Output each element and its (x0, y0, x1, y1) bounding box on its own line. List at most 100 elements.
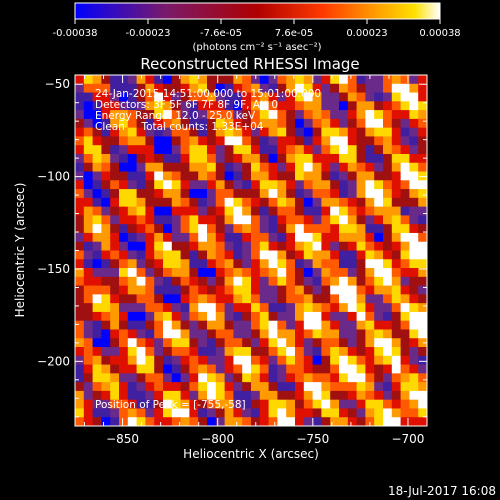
heatmap-cell (180, 127, 190, 137)
heatmap-cell (163, 390, 173, 401)
heatmap-cell (365, 232, 375, 243)
heatmap-cell (233, 338, 243, 348)
heatmap-cell (383, 250, 393, 260)
heatmap-cell (321, 136, 331, 146)
heatmap-cell (110, 180, 120, 190)
heatmap-cell (101, 101, 111, 111)
heatmap-cell (101, 153, 111, 164)
heatmap-cell (198, 197, 208, 208)
heatmap-cell (154, 92, 164, 102)
heatmap-cell (224, 241, 234, 251)
heatmap-cell (119, 382, 129, 392)
heatmap-cell (145, 303, 155, 313)
heatmap-cell (110, 338, 120, 348)
heatmap-cell (127, 197, 137, 208)
heatmap-cell (207, 189, 217, 199)
heatmap-cell (303, 285, 313, 295)
heatmap-cell (277, 311, 287, 322)
heatmap-cell (339, 241, 349, 251)
heatmap-cell (171, 417, 181, 427)
heatmap-cell (110, 329, 120, 339)
heatmap-cell (154, 285, 164, 295)
heatmap-cell (154, 373, 164, 383)
x-axis-label: Heliocentric X (arcsec) (183, 447, 319, 461)
heatmap-cell (383, 118, 393, 129)
heatmap-cell (119, 224, 129, 234)
heatmap-cell (321, 408, 331, 418)
heatmap-cell (374, 417, 384, 427)
heatmap-cell (224, 347, 234, 357)
heatmap-cell (347, 355, 357, 365)
heatmap-cell (207, 329, 217, 339)
heatmap-cell (207, 408, 217, 418)
heatmap-cell (295, 276, 305, 287)
heatmap-cell (207, 75, 217, 85)
heatmap-cell (251, 329, 261, 339)
heatmap-cell (207, 355, 217, 365)
heatmap-cell (383, 215, 393, 225)
heatmap-cell (259, 92, 269, 102)
heatmap-cell (180, 224, 190, 234)
heatmap-cell (92, 347, 102, 357)
heatmap-cell (400, 171, 410, 181)
heatmap-cell (303, 329, 313, 339)
heatmap-cell (224, 224, 234, 234)
heatmap-cell (286, 320, 296, 330)
heatmap-cell (136, 250, 146, 260)
heatmap-cell (277, 75, 287, 85)
heatmap-cell (295, 408, 305, 418)
heatmap-cell (207, 206, 217, 216)
heatmap-cell (92, 127, 102, 137)
heatmap-cell (110, 215, 120, 225)
heatmap-cell (75, 224, 85, 234)
heatmap-cell (295, 259, 305, 269)
heatmap-cell (92, 373, 102, 383)
heatmap-cell (321, 153, 331, 164)
heatmap-cell (374, 215, 384, 225)
heatmap-cell (92, 206, 102, 216)
heatmap-cell (198, 399, 208, 409)
heatmap-cell (312, 329, 322, 339)
heatmap-cell (83, 180, 93, 190)
heatmap-cell (207, 241, 217, 251)
heatmap-cell (391, 311, 401, 322)
heatmap-cell (189, 347, 199, 357)
heatmap-cell (189, 92, 199, 102)
heatmap-cell (303, 92, 313, 102)
heatmap-cell (259, 171, 269, 181)
heatmap-cell (242, 197, 252, 208)
heatmap-cell (418, 373, 428, 383)
heatmap-cell (277, 110, 287, 120)
heatmap-cell (171, 118, 181, 129)
heatmap-cell (374, 241, 384, 251)
heatmap-cell (92, 329, 102, 339)
heatmap-cell (339, 303, 349, 313)
heatmap-cell (215, 347, 225, 357)
heatmap-cell (251, 408, 261, 418)
heatmap-cell (215, 390, 225, 401)
heatmap-cell (163, 373, 173, 383)
heatmap-cell (215, 303, 225, 313)
heatmap-cell (391, 145, 401, 155)
heatmap-cell (83, 127, 93, 137)
heatmap-cell (233, 127, 243, 137)
heatmap-cell (75, 153, 85, 164)
heatmap-cell (259, 268, 269, 278)
heatmap-cell (418, 127, 428, 137)
heatmap-cell (312, 347, 322, 357)
heatmap-cell (330, 303, 340, 313)
heatmap-cell (374, 311, 384, 322)
heatmap-cell (207, 197, 217, 208)
heatmap-cell (180, 329, 190, 339)
heatmap-cell (295, 320, 305, 330)
heatmap-cell (391, 206, 401, 216)
heatmap-cell (198, 83, 208, 93)
heatmap-cell (303, 224, 313, 234)
heatmap-cell (180, 206, 190, 216)
heatmap-cell (286, 329, 296, 339)
heatmap-cell (277, 259, 287, 269)
heatmap-cell (163, 294, 173, 304)
heatmap-cell (83, 224, 93, 234)
heatmap-cell (110, 417, 120, 427)
heatmap-cell (356, 189, 366, 199)
